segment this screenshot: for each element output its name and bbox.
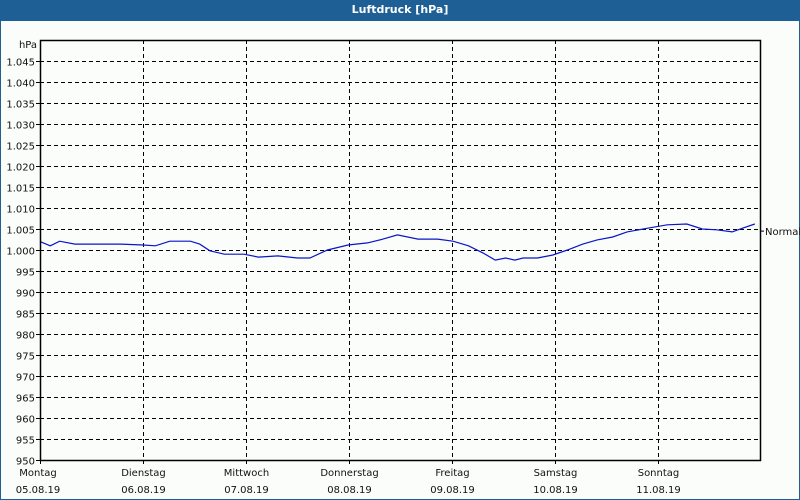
y-tick-label: 965 <box>16 394 35 405</box>
y-tick-label: 955 <box>16 436 35 447</box>
plot-area-border <box>39 39 762 462</box>
x-tick-day: Mittwoch <box>224 468 269 479</box>
y-tick-label: 1.045 <box>6 58 35 69</box>
y-axis-unit-label: hPa <box>19 40 37 51</box>
normal-marker: Normal <box>760 227 800 238</box>
x-tick-date: 11.08.19 <box>636 485 681 496</box>
x-tick-date: 09.08.19 <box>430 485 475 496</box>
y-tick-label: 1.030 <box>6 121 35 132</box>
x-tick-date: 08.08.19 <box>327 485 372 496</box>
x-tick-date: 06.08.19 <box>121 485 166 496</box>
x-tick-day: Montag <box>19 468 56 479</box>
normal-label: Normal <box>765 227 800 238</box>
x-tick-date: 07.08.19 <box>224 485 269 496</box>
y-axis-ticks: 950 955 960 965 970 975 980 985 990 995 1.000 1.005… <box>6 58 40 468</box>
y-tick-label: 995 <box>16 268 35 279</box>
x-tick-date: 10.08.19 <box>533 485 578 496</box>
x-tick-day: Samstag <box>534 468 578 479</box>
x-tick-day: Sonntag <box>638 468 680 479</box>
y-tick-label: 960 <box>16 415 35 426</box>
y-tick-label: 970 <box>16 373 35 384</box>
y-tick-label: 990 <box>16 289 35 300</box>
x-tick-day: Dienstag <box>121 468 166 479</box>
grid-lines <box>40 40 760 460</box>
y-tick-label: 1.010 <box>6 205 35 216</box>
x-tick-day: Freitag <box>435 468 469 479</box>
y-tick-label: 950 <box>16 457 35 468</box>
y-tick-label: 1.005 <box>6 226 35 237</box>
pressure-line <box>39 223 755 261</box>
y-tick-label: 980 <box>16 331 35 342</box>
y-tick-label: 1.040 <box>6 79 35 90</box>
y-tick-label: 1.000 <box>6 247 35 258</box>
y-tick-label: 1.035 <box>6 100 35 111</box>
y-tick-label: 1.020 <box>6 163 35 174</box>
y-tick-label: 985 <box>16 310 35 321</box>
x-axis-ticks: Montag 05.08.19 Dienstag 06.08.19 Mittwoch 07… <box>16 460 681 496</box>
x-tick-date: 05.08.19 <box>16 485 61 496</box>
y-tick-label: 1.025 <box>6 142 35 153</box>
chart-title: Luftdruck [hPa] <box>0 0 800 21</box>
x-tick-day: Donnerstag <box>320 468 378 479</box>
y-tick-label: 975 <box>16 352 35 363</box>
y-tick-label: 1.015 <box>6 184 35 195</box>
